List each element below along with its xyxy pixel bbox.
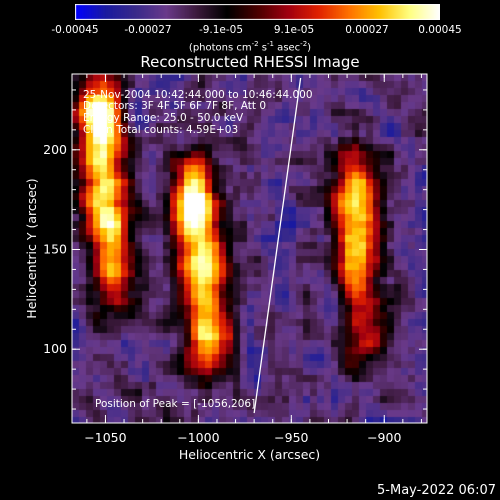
y-tick-label: 100 — [43, 341, 67, 356]
y-axis-label: Heliocentric Y (arcsec) — [24, 178, 39, 318]
x-tick-label: −1000 — [177, 430, 219, 445]
annotation-time: 25-Nov-2004 10:42:44.000 to 10:46:44.000 — [83, 89, 313, 101]
colorbar-tick-label: -9.1e-05 — [198, 24, 244, 36]
colorbar-tick-label: 0.00045 — [418, 24, 462, 36]
annotation-detectors: Detectors: 3F 4F 5F 6F 7F 8F, Att 0 — [83, 100, 267, 112]
x-tick-label: −900 — [367, 430, 401, 445]
plot-frame — [71, 73, 428, 424]
footer-date: 5-May-2022 06:07 — [377, 483, 496, 498]
colorbar-tick-label: -0.00027 — [124, 24, 172, 36]
colorbar-units: (photons cm-2 s-1 asec-2) — [188, 40, 312, 54]
annotation-peak: Position of Peak = [-1056,206] — [95, 398, 256, 410]
colorbar-tick-label: 9.1e-05 — [273, 24, 315, 36]
x-tick-label: −1050 — [84, 430, 126, 445]
annotation-clean: Clean Total counts: 4.59E+03 — [83, 124, 239, 136]
y-tick-label: 200 — [43, 142, 67, 157]
annotation-energy: Energy Range: 25.0 - 50.0 keV — [83, 112, 244, 124]
colorbar-gradient — [75, 4, 440, 20]
y-tick-label: 150 — [43, 241, 67, 256]
colorbar-tick-label: 0.00027 — [345, 24, 389, 36]
x-tick-label: −950 — [274, 430, 308, 445]
limb-line — [253, 77, 302, 414]
colorbar-tick-label: -0.00045 — [51, 24, 99, 36]
heatmap-image — [72, 74, 427, 423]
chart-title: Reconstructed RHESSI Image — [140, 53, 360, 71]
x-axis-label: Heliocentric X (arcsec) — [179, 447, 320, 462]
